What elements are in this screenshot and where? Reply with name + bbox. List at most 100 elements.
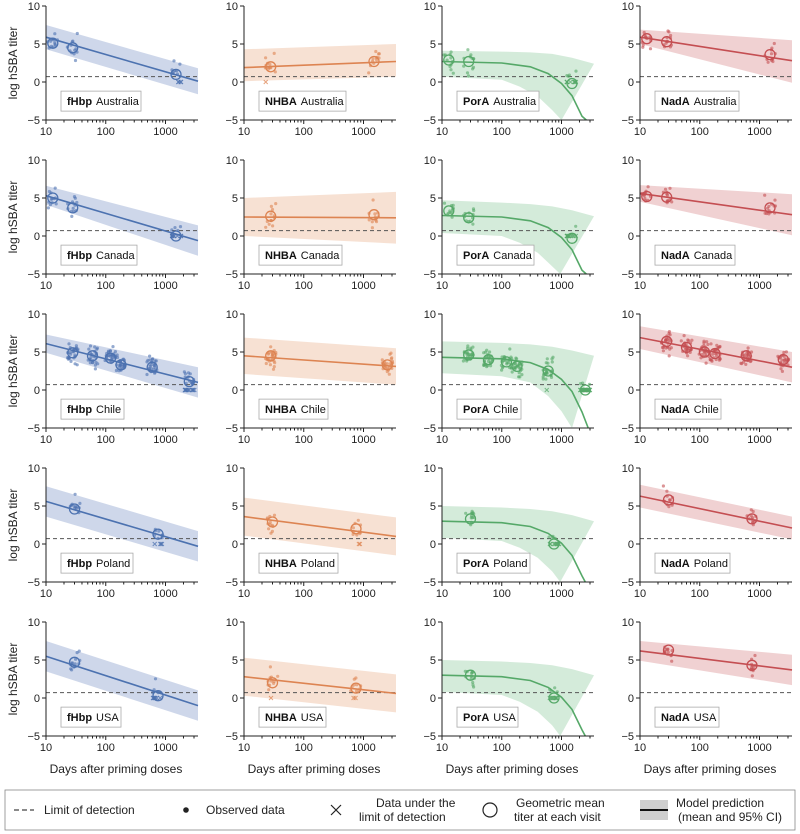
observed-point bbox=[73, 58, 78, 63]
observed-point bbox=[73, 362, 77, 366]
ci-band bbox=[640, 641, 792, 686]
observed-point bbox=[505, 362, 509, 366]
panel-label: NadA Chile bbox=[654, 398, 722, 420]
y-axis-label: log hSBA titer bbox=[6, 181, 20, 254]
x-tick-label: 100 bbox=[97, 434, 115, 446]
observed-point bbox=[371, 57, 375, 61]
geometric-mean-marker bbox=[542, 365, 554, 377]
y-axis-label: log hSBA titer bbox=[6, 335, 20, 408]
panel-label: NHBA USA bbox=[258, 706, 327, 728]
observed-point bbox=[771, 59, 775, 64]
panel-label-box bbox=[654, 90, 740, 112]
observed-point bbox=[665, 489, 669, 493]
geometric-mean-marker bbox=[482, 353, 495, 366]
observed-point bbox=[469, 516, 473, 520]
observed-point bbox=[660, 345, 665, 350]
observed-point bbox=[370, 220, 374, 224]
panel-nada-canada: −5 0 5 10 10 100 1000 NadA Canada bbox=[621, 155, 793, 292]
observed-point bbox=[182, 370, 186, 374]
y-tick-label: −5 bbox=[621, 115, 634, 127]
observed-point bbox=[264, 225, 268, 229]
panel-label-text: PorA USA bbox=[463, 712, 517, 724]
observed-point bbox=[553, 686, 557, 690]
model-mean-line bbox=[243, 216, 397, 219]
x-tick-label: 1000 bbox=[549, 280, 573, 292]
x-tick-label: 100 bbox=[295, 126, 313, 138]
observed-point bbox=[784, 357, 788, 361]
observed-point bbox=[367, 71, 371, 75]
observed-point bbox=[173, 226, 177, 230]
geometric-mean-marker bbox=[47, 192, 59, 204]
x-tick-label: 1000 bbox=[351, 588, 375, 600]
observed-point bbox=[699, 356, 703, 360]
legend: Limit of detection Observed data Data un… bbox=[4, 789, 796, 831]
observed-point bbox=[667, 30, 671, 34]
geometric-mean-marker bbox=[67, 202, 79, 214]
x-tick-label: 100 bbox=[493, 126, 511, 138]
ci-band bbox=[442, 660, 594, 736]
observed-point bbox=[67, 357, 71, 361]
under-lod-point bbox=[190, 387, 196, 393]
geometric-mean-marker bbox=[104, 352, 117, 364]
observed-point bbox=[718, 357, 722, 361]
x-tick-label: 10 bbox=[436, 434, 448, 446]
x-axis-label: Days after priming doses bbox=[644, 762, 777, 776]
observed-point bbox=[148, 354, 152, 358]
y-tick-label: 10 bbox=[424, 309, 436, 321]
observed-point bbox=[268, 363, 272, 367]
observed-point bbox=[767, 204, 771, 208]
panel-nada-australia: −5 0 5 10 10 100 1000 NadA Australia bbox=[621, 1, 793, 138]
antigen-name: fHbp bbox=[67, 404, 92, 416]
model-mean-line bbox=[639, 36, 793, 62]
panel-label-box bbox=[258, 90, 347, 112]
observed-point bbox=[47, 189, 52, 194]
observed-point bbox=[545, 371, 549, 375]
y-tick-label: 5 bbox=[232, 655, 238, 667]
panel-label: fHbp Canada bbox=[60, 244, 138, 266]
y-tick-label: 0 bbox=[430, 385, 436, 397]
observed-point bbox=[782, 361, 786, 365]
geometric-mean-marker bbox=[67, 347, 79, 359]
observed-point bbox=[385, 370, 389, 374]
observed-point bbox=[380, 358, 384, 362]
observed-point bbox=[269, 212, 273, 216]
panel-label-box bbox=[258, 706, 327, 728]
panel-label-box bbox=[258, 244, 343, 266]
observed-point bbox=[71, 206, 75, 210]
y-tick-label: −5 bbox=[27, 269, 40, 281]
country-name: USA bbox=[493, 712, 516, 724]
under-lod-point bbox=[159, 541, 165, 547]
x-tick-label: 1000 bbox=[549, 126, 573, 138]
panel-label: fHbp Australia bbox=[60, 90, 142, 112]
observed-point bbox=[661, 349, 666, 353]
legend-under-lod-swatch bbox=[330, 804, 342, 816]
observed-point bbox=[488, 350, 492, 354]
panel-label-box bbox=[60, 398, 125, 420]
x-tick-label: 10 bbox=[40, 126, 52, 138]
antigen-name: fHbp bbox=[67, 96, 92, 108]
observed-point bbox=[367, 218, 371, 222]
observed-point bbox=[276, 674, 280, 678]
observed-point bbox=[663, 187, 668, 191]
observed-point bbox=[389, 357, 393, 361]
panel-label-text: fHbp Canada bbox=[67, 250, 135, 262]
panel-label: NadA Poland bbox=[654, 552, 731, 574]
observed-point bbox=[763, 193, 767, 197]
observed-point bbox=[541, 377, 545, 381]
panel-pora-poland: −5 0 5 10 10 100 1000 PorA Poland bbox=[423, 463, 594, 600]
legend-observed-label: Observed data bbox=[206, 803, 285, 817]
panel-label-text: NadA Chile bbox=[661, 404, 719, 416]
y-tick-label: 5 bbox=[628, 655, 634, 667]
antigen-name: PorA bbox=[463, 250, 489, 262]
observed-point bbox=[69, 667, 73, 671]
y-tick-label: 5 bbox=[34, 347, 40, 359]
observed-point bbox=[268, 520, 272, 525]
ci-band bbox=[640, 29, 792, 83]
observed-point bbox=[351, 526, 355, 530]
observed-point bbox=[669, 33, 673, 38]
y-tick-label: 5 bbox=[430, 501, 436, 513]
x-tick-label: 100 bbox=[295, 280, 313, 292]
ci-band bbox=[442, 506, 594, 582]
under-lod-point bbox=[152, 541, 158, 547]
